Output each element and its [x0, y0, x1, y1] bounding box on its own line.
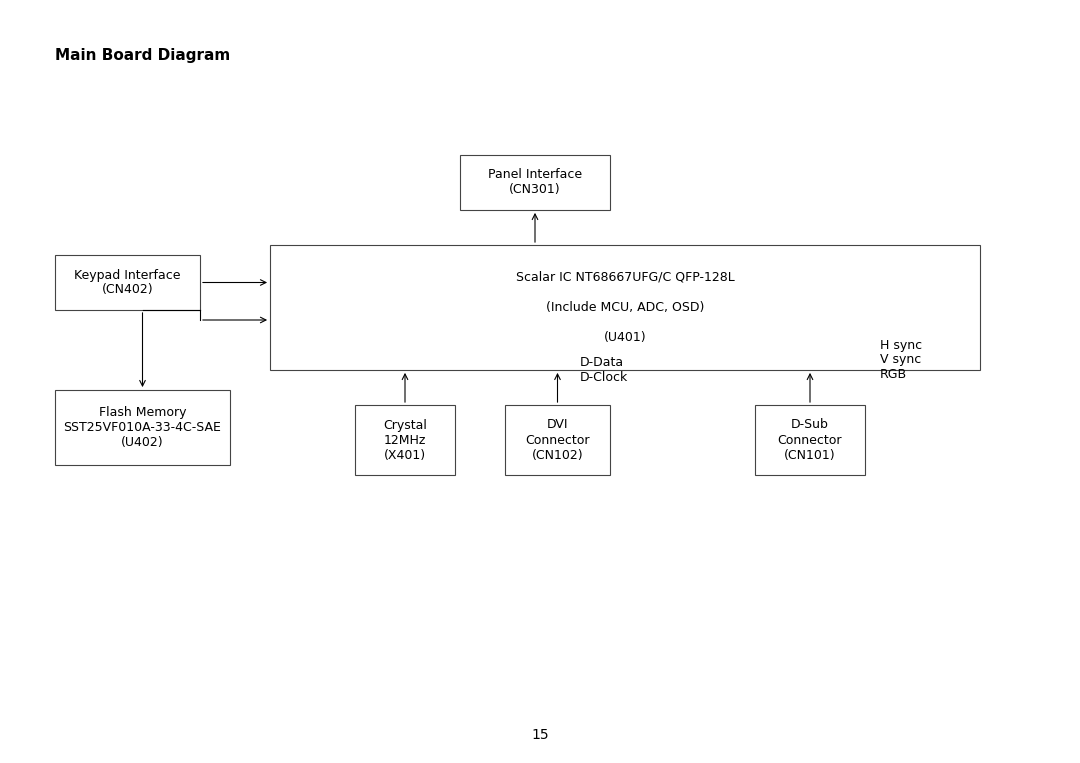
Bar — [270, 245, 980, 370]
Bar — [55, 255, 200, 310]
Text: H sync
V sync
RGB: H sync V sync RGB — [880, 339, 922, 382]
Text: DVI
Connector
(CN102): DVI Connector (CN102) — [525, 418, 590, 462]
Text: Crystal
12MHz
(X401): Crystal 12MHz (X401) — [383, 418, 427, 462]
Text: D-Sub
Connector
(CN101): D-Sub Connector (CN101) — [778, 418, 842, 462]
Text: Flash Memory
SST25VF010A-33-4C-SAE
(U402): Flash Memory SST25VF010A-33-4C-SAE (U402… — [64, 406, 221, 449]
Text: Scalar IC NT68667UFG/C QFP-128L

(Include MCU, ADC, OSD)

(U401): Scalar IC NT68667UFG/C QFP-128L (Include… — [515, 271, 734, 344]
Text: Panel Interface
(CN301): Panel Interface (CN301) — [488, 169, 582, 197]
Bar — [55, 390, 230, 465]
Bar — [755, 405, 865, 475]
Bar — [355, 405, 455, 475]
Text: D-Data
D-Clock: D-Data D-Clock — [580, 356, 629, 384]
Text: Keypad Interface
(CN402): Keypad Interface (CN402) — [75, 269, 180, 297]
Bar — [505, 405, 610, 475]
Text: Main Board Diagram: Main Board Diagram — [55, 48, 230, 63]
Bar — [460, 155, 610, 210]
Text: 15: 15 — [531, 728, 549, 742]
